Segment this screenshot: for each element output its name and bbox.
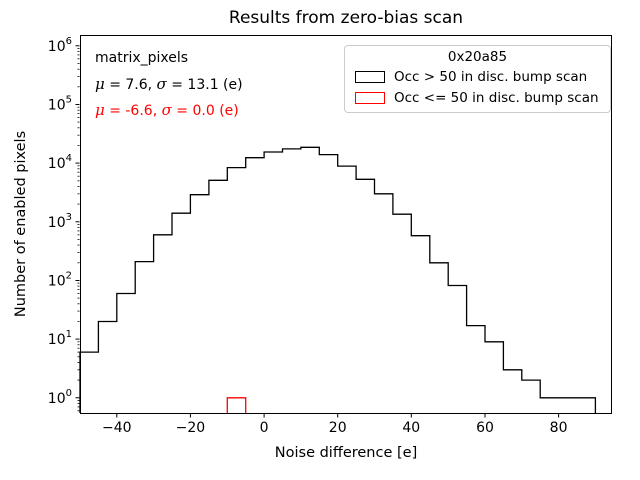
legend-swatch-red bbox=[355, 91, 385, 104]
x-tick-label: −40 bbox=[102, 420, 132, 436]
annotation-stats-outliers: μ = -6.6, σ = 0.0 (e) bbox=[95, 101, 239, 120]
y-tick-label: 101 bbox=[48, 329, 72, 348]
y-tick-label: 100 bbox=[48, 388, 72, 407]
x-tick-label: 80 bbox=[550, 420, 568, 436]
y-tick-label: 106 bbox=[48, 36, 72, 55]
x-axis-label: Noise difference [e] bbox=[274, 445, 418, 461]
plot-frame bbox=[80, 35, 612, 414]
histogram-step-black bbox=[79, 146, 597, 413]
y-tick-label: 103 bbox=[48, 212, 72, 231]
legend-swatch-black bbox=[355, 70, 385, 83]
legend-entry-occ-gt-50: Occ > 50 in disc. bump scan bbox=[353, 66, 602, 87]
x-tick-label: 20 bbox=[329, 420, 347, 436]
annotation-stats-main: μ = 7.6, σ = 13.1 (e) bbox=[95, 75, 243, 94]
legend: 0x20a85 Occ > 50 in disc. bump scan Occ … bbox=[344, 45, 611, 113]
y-tick-label: 102 bbox=[48, 271, 72, 290]
chart-title: Results from zero-bias scan bbox=[228, 8, 464, 28]
legend-entry-occ-le-50: Occ <= 50 in disc. bump scan bbox=[353, 87, 602, 108]
legend-title: 0x20a85 bbox=[447, 49, 508, 65]
legend-label-occ-gt-50: Occ > 50 in disc. bump scan bbox=[394, 68, 588, 85]
legend-label-occ-le-50: Occ <= 50 in disc. bump scan bbox=[394, 89, 599, 106]
x-tick-label: 40 bbox=[402, 420, 420, 436]
y-tick-label: 104 bbox=[48, 153, 72, 172]
annotation-dataset-name: matrix_pixels bbox=[95, 50, 189, 66]
x-tick-label: −20 bbox=[176, 420, 206, 436]
histogram-step-red bbox=[226, 397, 247, 413]
y-tick-label: 105 bbox=[48, 95, 72, 114]
y-axis-label: Number of enabled pixels bbox=[13, 130, 29, 318]
x-tick-label: 0 bbox=[260, 420, 269, 436]
x-tick-label: 60 bbox=[476, 420, 494, 436]
